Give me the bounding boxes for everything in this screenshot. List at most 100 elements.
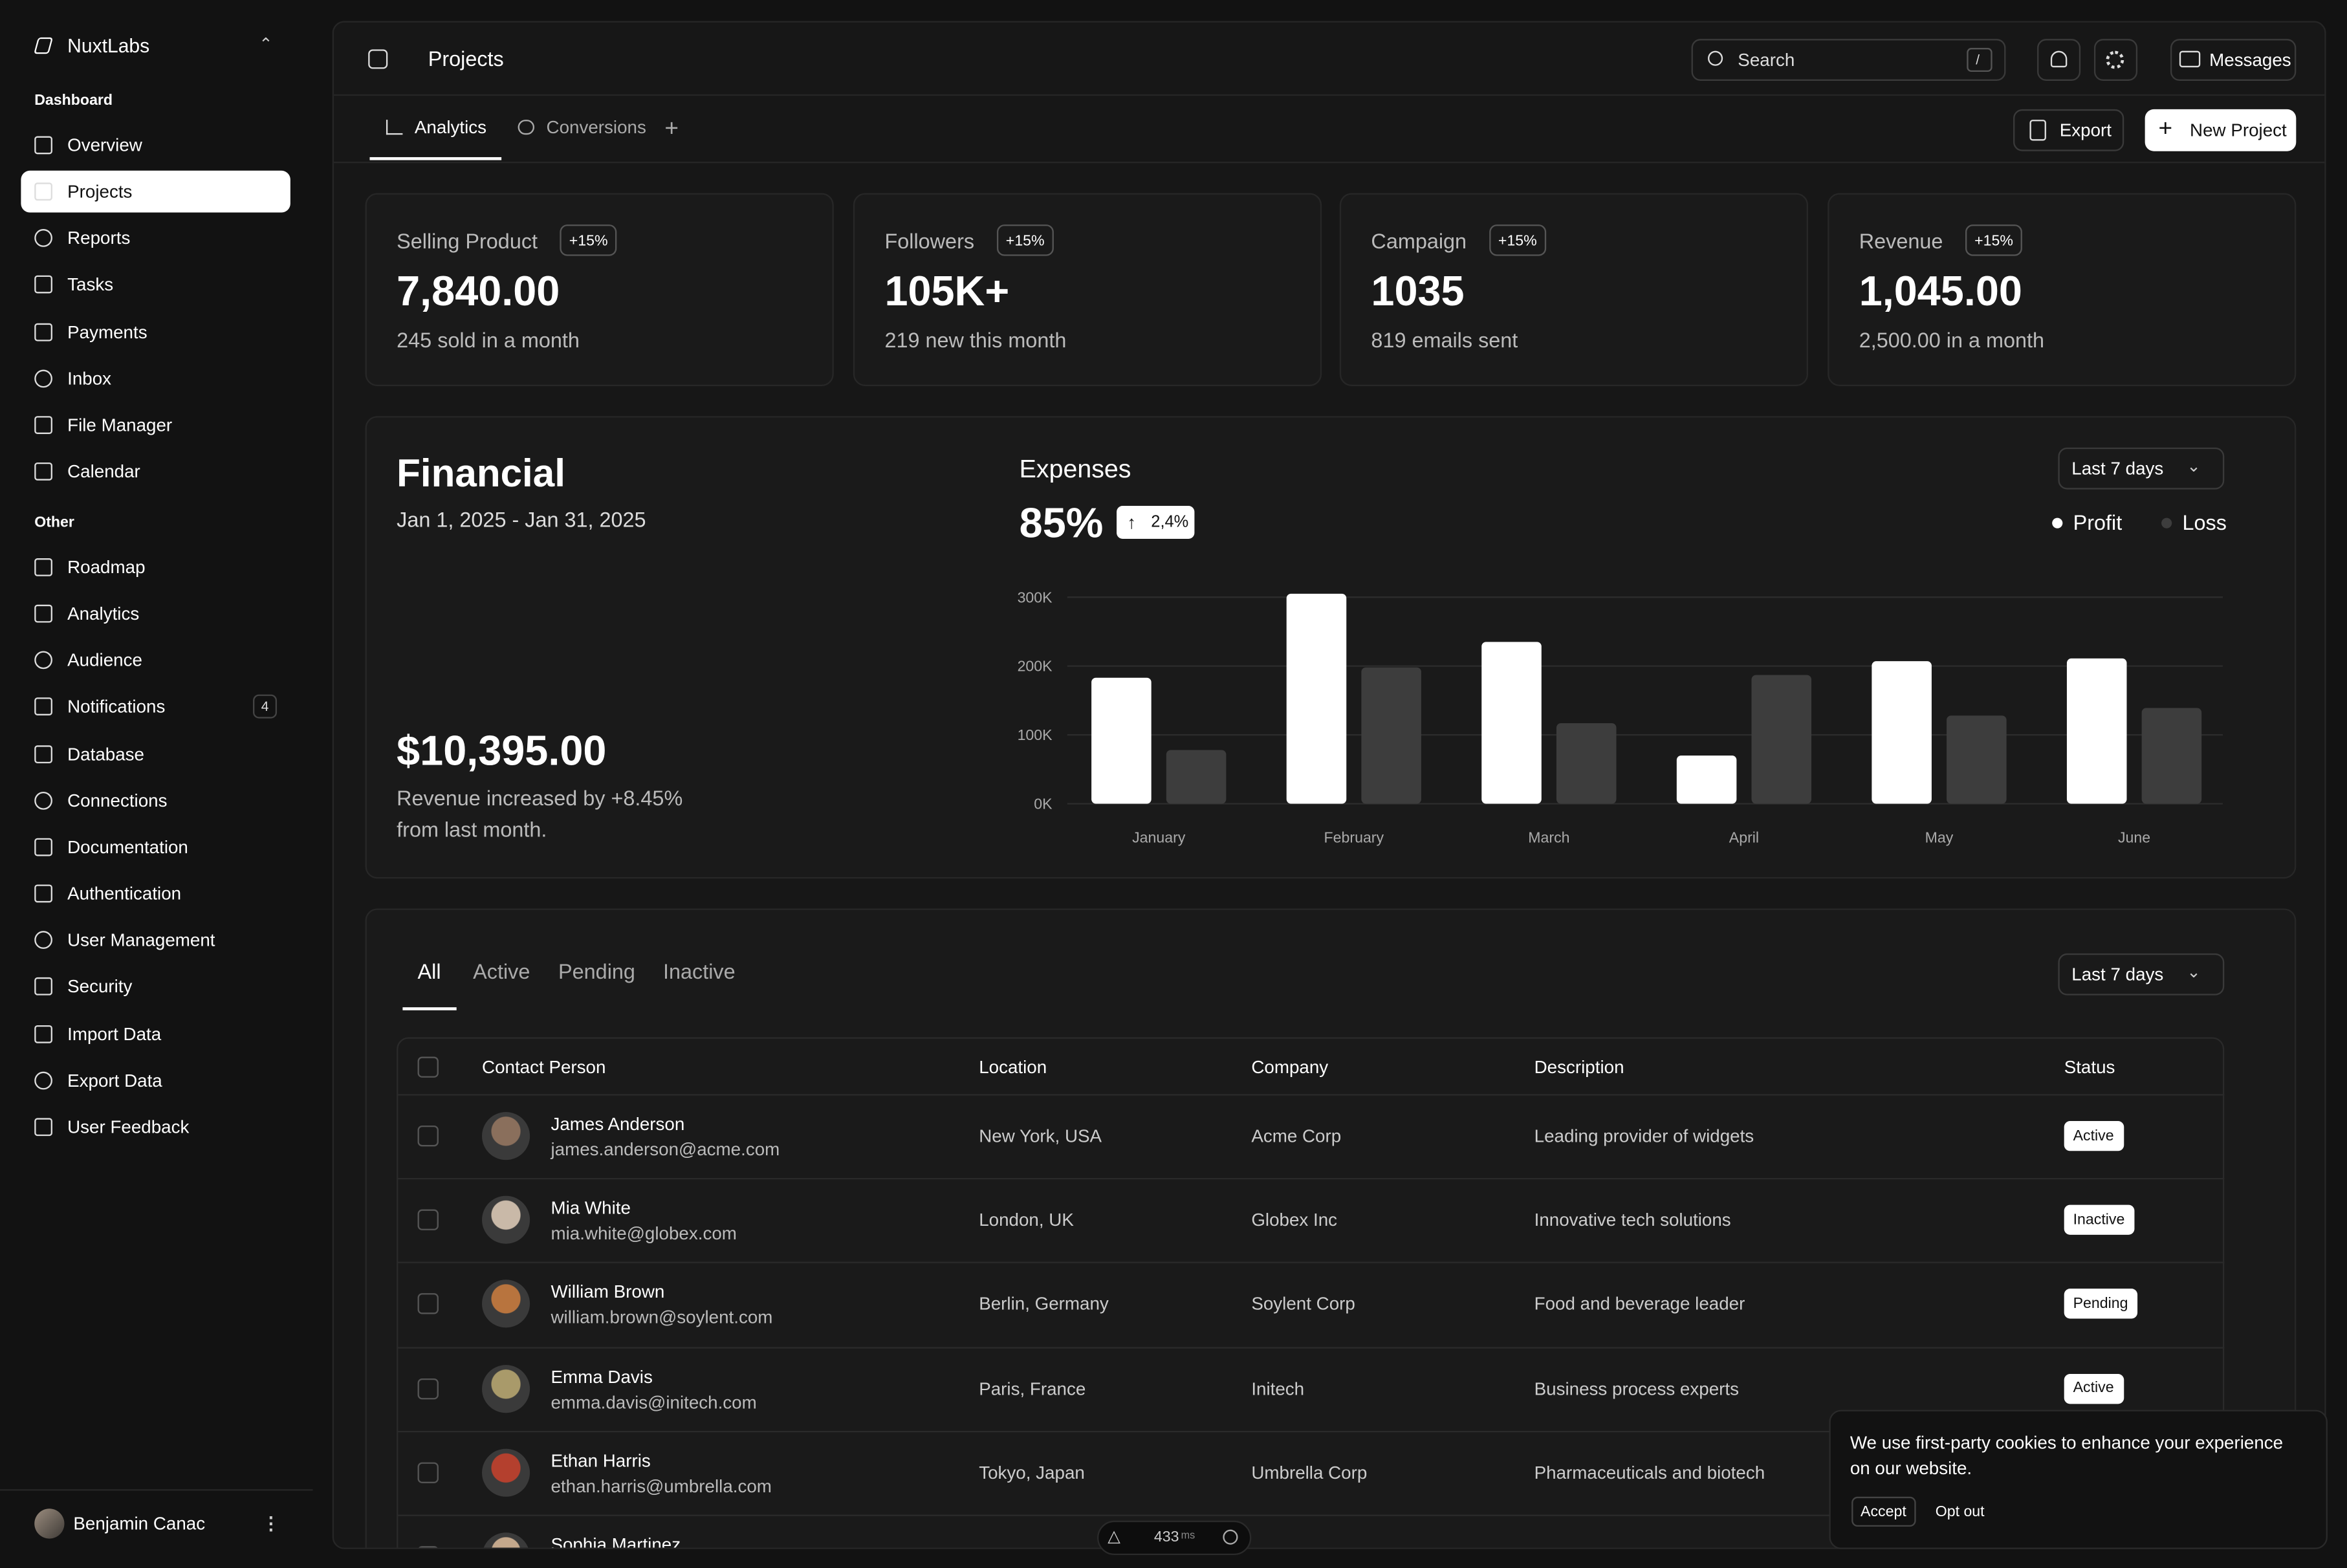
nav-item[interactable]	[21, 310, 290, 353]
nav-item[interactable]	[21, 593, 290, 635]
header-checkbox[interactable]	[417, 1056, 439, 1078]
row-checkbox[interactable]	[417, 1209, 439, 1231]
range-caret: ⌄	[2187, 458, 2201, 476]
icon	[34, 698, 52, 716]
table-range-dropdown[interactable]	[2058, 953, 2225, 996]
legend-label: Loss	[2182, 510, 2227, 535]
stat-badge-box	[1965, 224, 2023, 256]
icon	[34, 322, 52, 341]
search-placeholder: Search	[1738, 49, 1795, 71]
nav-item[interactable]	[21, 733, 290, 775]
column-header: Description	[1534, 1056, 1624, 1078]
contact-name: Ethan Harris	[551, 1450, 651, 1471]
sidebar-divider	[0, 1489, 313, 1491]
nav-label: File Manager	[67, 414, 173, 436]
nav-item[interactable]	[21, 264, 290, 306]
contact-name: Emma Davis	[551, 1366, 653, 1387]
filter-label: Pending	[558, 959, 635, 984]
stat-badge-box	[1489, 224, 1546, 256]
row-checkbox[interactable]	[417, 1462, 439, 1483]
export-icon	[2029, 120, 2046, 141]
nav-label: Analytics	[67, 603, 140, 625]
cookie-text: We use first-party cookies to enhance yo…	[1850, 1432, 2284, 1479]
settings-button[interactable]	[2093, 39, 2138, 81]
nav-label: Import Data	[67, 1023, 162, 1044]
stat-badge: +15%	[1974, 232, 2013, 250]
nav-item[interactable]	[21, 547, 290, 589]
table-range-label: Last 7 days	[2071, 964, 2164, 985]
messages-button[interactable]	[2170, 39, 2297, 81]
icon	[34, 1024, 52, 1043]
contact-email: emma.davis@initech.com	[551, 1391, 757, 1413]
icon	[34, 791, 52, 810]
nav-label: Calendar	[67, 461, 140, 483]
tab-icon	[518, 120, 535, 135]
accept-button[interactable]	[1851, 1496, 1916, 1527]
export-label: Export	[2059, 120, 2112, 141]
range-label: Last 7 days	[2071, 458, 2164, 479]
row-checkbox[interactable]	[417, 1294, 439, 1315]
nav-item[interactable]	[21, 640, 290, 682]
icon	[34, 884, 52, 903]
location: Paris, France	[979, 1378, 1086, 1399]
range-dropdown[interactable]	[2058, 447, 2225, 490]
section-title: Other	[34, 514, 74, 531]
sidebar-toggle[interactable]	[368, 49, 388, 69]
nav-label: Security	[67, 976, 133, 997]
bell-button[interactable]	[2037, 39, 2081, 81]
icon	[34, 415, 52, 434]
nav-label: User Management	[67, 930, 215, 951]
company: Globex Inc	[1251, 1209, 1338, 1231]
search-box[interactable]	[1691, 39, 2006, 81]
row-checkbox[interactable]	[417, 1378, 439, 1399]
contact-email: james.anderson@acme.com	[551, 1138, 780, 1160]
nav-label: Inbox	[67, 367, 112, 389]
legend-dot	[2161, 517, 2172, 528]
devtools-target	[1223, 1529, 1238, 1545]
nav-item[interactable]	[21, 124, 290, 166]
user-name: Benjamin Canac	[73, 1513, 206, 1534]
nav-item[interactable]	[21, 217, 290, 259]
main-panel: Projects Search / Messages Analytics Conversi…	[332, 21, 2326, 1549]
row-divider	[397, 1178, 2225, 1180]
accept-label: Accept	[1861, 1503, 1906, 1520]
icon	[34, 1117, 52, 1136]
table-range-caret: ⌄	[2187, 964, 2201, 982]
stat-label: Selling Product	[397, 229, 538, 254]
avatar	[482, 1112, 530, 1160]
stat-label: Revenue	[1859, 229, 1943, 254]
financial-total: $10,395.00	[397, 727, 607, 774]
filter-label: Active	[473, 959, 530, 984]
icon	[34, 463, 52, 481]
nav-item[interactable]	[21, 966, 290, 1008]
column-header: Location	[979, 1056, 1047, 1078]
nav-item[interactable]	[21, 357, 290, 399]
devtools-logo: △	[1108, 1528, 1120, 1547]
change-value: 2,4%	[1151, 513, 1189, 532]
icon	[34, 977, 52, 996]
nav-item[interactable]	[21, 171, 290, 213]
header-divider	[333, 94, 2325, 96]
row-divider	[397, 1346, 2225, 1348]
financial-title: Financial	[397, 450, 565, 495]
tab-label: Analytics	[414, 116, 487, 138]
avatar	[482, 1280, 530, 1329]
new-project-button[interactable]	[2145, 109, 2297, 151]
status-badge-box	[2064, 1121, 2124, 1151]
export-button[interactable]	[2013, 109, 2124, 151]
column-header: Status	[2064, 1056, 2115, 1078]
status-badge-box	[2064, 1373, 2124, 1404]
financial-period: Jan 1, 2025 - Jan 31, 2025	[397, 507, 646, 532]
company: Acme Corp	[1251, 1125, 1342, 1147]
status-badge: Active	[2073, 1380, 2114, 1397]
stat-value: 7,840.00	[397, 268, 560, 314]
stat-value: 1035	[1371, 268, 1465, 314]
nav-active	[21, 171, 290, 213]
status-badge: Inactive	[2073, 1212, 2125, 1228]
row-checkbox[interactable]	[417, 1546, 439, 1548]
nav-label: Tasks	[67, 274, 114, 296]
nav-item[interactable]	[21, 451, 290, 493]
row-divider	[397, 1514, 2225, 1516]
row-checkbox[interactable]	[417, 1125, 439, 1147]
description: Pharmaceuticals and biotech	[1534, 1462, 1765, 1483]
